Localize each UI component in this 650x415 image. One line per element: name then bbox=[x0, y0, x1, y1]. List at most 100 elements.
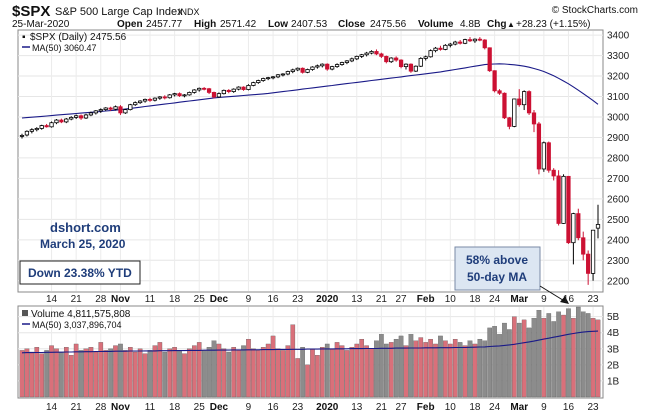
volume-bar bbox=[68, 355, 74, 398]
volume-bar bbox=[88, 347, 94, 398]
candle bbox=[556, 170, 561, 226]
candle-body bbox=[270, 76, 276, 79]
candle bbox=[453, 40, 458, 46]
date-tick-label: 18 bbox=[169, 294, 181, 305]
price-tick-label: 2600 bbox=[607, 194, 630, 205]
volume-bar bbox=[54, 348, 59, 398]
candle-body bbox=[275, 74, 281, 78]
date-tick-label: 24 bbox=[489, 294, 501, 305]
candle bbox=[187, 91, 192, 96]
date-tick-label: 16 bbox=[268, 402, 280, 413]
volume-tick-label: 2B bbox=[607, 360, 620, 371]
open-value: 2457.77 bbox=[146, 19, 183, 30]
candle bbox=[98, 108, 103, 113]
volume-bar bbox=[359, 338, 365, 398]
volume-bar bbox=[132, 351, 138, 398]
volume-bar bbox=[49, 345, 54, 398]
date-tick-label: 23 bbox=[588, 294, 600, 305]
candle-body bbox=[526, 91, 532, 114]
date-tick-label: Mar bbox=[510, 402, 528, 413]
volume-bar bbox=[531, 318, 537, 398]
volume-bar bbox=[507, 329, 512, 398]
price-axis: 2200 2300 2400 2500 2600 2700 2800 2900 3000 3100… bbox=[607, 31, 630, 288]
candle-body bbox=[69, 116, 74, 120]
volume-bar bbox=[63, 347, 69, 398]
candle-body bbox=[369, 51, 374, 54]
volume-bar bbox=[344, 350, 350, 398]
date-tick-label: 10 bbox=[445, 402, 457, 413]
candle bbox=[531, 110, 537, 133]
callout-arrow-line bbox=[539, 285, 567, 303]
volume-bar bbox=[379, 334, 384, 398]
candle bbox=[39, 124, 44, 130]
volume-bar bbox=[275, 348, 281, 398]
volume-bar bbox=[492, 326, 497, 398]
date-tick-label: Dec bbox=[210, 294, 229, 305]
volume-bar bbox=[585, 313, 591, 398]
candle-body bbox=[339, 62, 345, 65]
volume-bar bbox=[497, 334, 502, 398]
candle bbox=[266, 76, 271, 81]
candle-body bbox=[162, 96, 167, 99]
candle bbox=[231, 88, 236, 93]
candle bbox=[512, 98, 517, 128]
volume-bar bbox=[433, 343, 438, 398]
candle-body bbox=[261, 78, 266, 81]
candle-body bbox=[197, 87, 202, 91]
candle bbox=[261, 77, 266, 82]
volume-bar bbox=[319, 347, 325, 398]
candle bbox=[320, 63, 325, 68]
date-tick-label: 16 bbox=[563, 402, 575, 413]
candle-body bbox=[413, 65, 418, 72]
volume-ma-line bbox=[21, 330, 599, 354]
volume-bar bbox=[457, 342, 463, 398]
date-tick-label: 9 bbox=[246, 402, 252, 413]
volume-bar bbox=[423, 342, 429, 398]
date-tick-label: 11 bbox=[145, 294, 156, 305]
candle bbox=[142, 98, 148, 103]
candle-body bbox=[280, 73, 286, 76]
volume-bar bbox=[339, 345, 345, 398]
credit: © StockCharts.com bbox=[552, 5, 638, 16]
candle-body bbox=[246, 85, 251, 90]
volume-bar bbox=[300, 347, 305, 398]
candle-body bbox=[108, 107, 113, 110]
candle-body bbox=[428, 50, 433, 58]
price-tick-label: 3400 bbox=[607, 31, 630, 42]
candle bbox=[576, 208, 581, 241]
candle-body bbox=[477, 38, 482, 41]
price-tick-label: 2200 bbox=[607, 276, 630, 287]
candle bbox=[182, 94, 187, 98]
volume-bar bbox=[334, 342, 340, 398]
candle-body bbox=[512, 98, 517, 127]
candle-body bbox=[157, 96, 162, 99]
volume-bar bbox=[511, 316, 517, 398]
volume-bar bbox=[255, 350, 261, 398]
candle-body bbox=[472, 38, 478, 42]
date-tick-label: 14 bbox=[46, 294, 58, 305]
candle-body bbox=[423, 56, 428, 59]
low-value: 2407.53 bbox=[291, 19, 328, 30]
volume-tick-label: 4B bbox=[607, 328, 620, 339]
ma-callout-box bbox=[454, 246, 541, 291]
candle-body bbox=[177, 93, 182, 97]
candle bbox=[275, 73, 281, 79]
candle bbox=[526, 90, 532, 115]
volume-bar bbox=[418, 337, 424, 398]
price-tick-label: 3000 bbox=[607, 112, 630, 123]
candle-body bbox=[374, 51, 379, 55]
volume-bar bbox=[595, 319, 601, 398]
candle-body bbox=[330, 66, 335, 70]
candle-body bbox=[83, 114, 89, 119]
candle bbox=[522, 90, 527, 111]
candle bbox=[408, 63, 414, 73]
volume-bar bbox=[393, 338, 399, 398]
volume-bar bbox=[231, 347, 237, 398]
date-tick-label: 11 bbox=[145, 402, 156, 413]
candle bbox=[492, 70, 497, 93]
candle bbox=[325, 63, 330, 71]
candle-body bbox=[398, 59, 404, 68]
candle bbox=[19, 133, 25, 139]
volume-bar bbox=[78, 350, 84, 398]
